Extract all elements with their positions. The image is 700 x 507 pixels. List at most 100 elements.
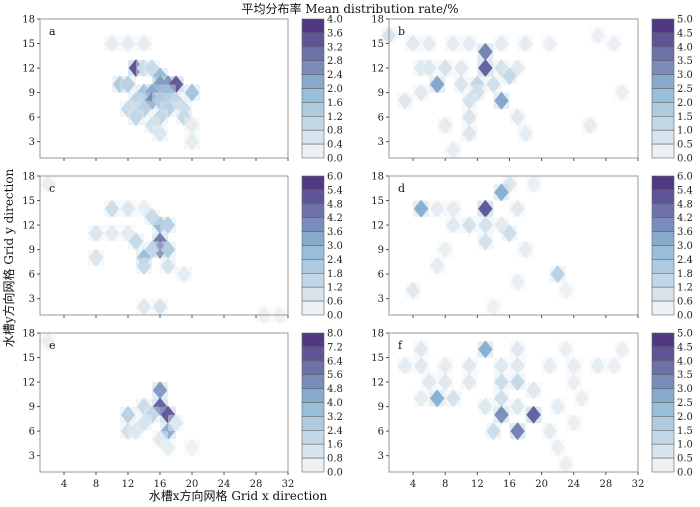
- colorbar-tick-label: 4.0: [327, 15, 343, 26]
- y-tick-label: 3: [29, 137, 35, 148]
- heat-cell: [413, 389, 429, 408]
- heat-cell: [421, 373, 437, 392]
- colorbar-tick-label: 1.8: [327, 269, 343, 280]
- colorbar-segment: [301, 32, 325, 48]
- y-tick-label: 18: [22, 15, 35, 26]
- colorbar-tick-label: 4.8: [327, 384, 343, 395]
- x-tick-label: 28: [250, 479, 263, 490]
- heat-cell: [405, 281, 421, 300]
- heat-cell: [429, 256, 445, 275]
- colorbar-segment: [651, 175, 675, 191]
- y-tick-label: 15: [371, 39, 384, 50]
- heat-cell: [176, 108, 192, 127]
- panels: a 3 6 9 12 15 18 4.0 3.6 3.2 2.8 2.4 2.0 1.6 1.2 0.8 0.4…: [22, 15, 693, 491]
- colorbar-segment: [651, 189, 675, 205]
- panel-label: e: [49, 339, 56, 352]
- heat-cell: [518, 34, 533, 53]
- colorbar-tick-label: 1.2: [327, 112, 343, 123]
- colorbar-tick-label: 0.4: [327, 140, 343, 151]
- y-axis-label: 水槽y方向网格 Grid y direction: [1, 168, 16, 347]
- heat-cell: [128, 108, 144, 127]
- heat-cell: [606, 34, 622, 53]
- colorbar-tick-label: 0.8: [327, 126, 343, 137]
- y-tick-label: 18: [371, 172, 384, 183]
- heat-cell: [462, 34, 477, 53]
- heat-cell: [614, 83, 630, 102]
- plot-area: [389, 176, 638, 315]
- colorbar-tick-label: 1.2: [677, 283, 693, 294]
- colorbar-tick-label: 2.4: [677, 255, 693, 266]
- colorbar-tick-label: 2.4: [327, 70, 343, 81]
- heat-cell: [446, 216, 461, 235]
- heat-cell: [494, 356, 509, 375]
- colorbar-segment: [651, 300, 675, 316]
- colorbar-tick-label: 0.6: [677, 297, 693, 308]
- heat-cell: [128, 91, 144, 110]
- y-tick-label: 9: [378, 245, 384, 256]
- heat-cell: [413, 59, 429, 78]
- colorbar-segment: [651, 429, 675, 445]
- colorbar-tick-label: 1.5: [677, 112, 693, 123]
- heat-cell: [446, 389, 461, 408]
- heat-cell: [128, 59, 144, 78]
- colorbar-segment: [651, 402, 675, 417]
- heat-cell: [470, 83, 485, 102]
- heat-cell: [510, 273, 525, 292]
- colorbar-tick-label: 2.0: [677, 98, 693, 109]
- colorbar-tick-label: 4.2: [327, 213, 343, 224]
- colorbar-tick-label: 7.2: [327, 342, 343, 353]
- colorbar-segment: [651, 116, 675, 131]
- heat-cell: [152, 108, 168, 127]
- colorbar-tick-label: 4.0: [677, 356, 693, 367]
- heat-cell: [494, 91, 509, 110]
- heat-cell: [413, 356, 429, 375]
- colorbar-segment: [651, 360, 675, 375]
- y-tick-label: 12: [22, 378, 35, 389]
- heat-cell: [136, 297, 152, 316]
- y-tick-label: 9: [29, 402, 35, 413]
- heat-cell: [590, 356, 606, 375]
- heat-cell: [168, 413, 184, 432]
- colorbar-tick-label: 2.5: [677, 84, 693, 95]
- y-tick-label: 15: [22, 196, 35, 207]
- heat-cell: [558, 281, 573, 300]
- colorbar-segment: [651, 231, 675, 246]
- heat-cell: [144, 240, 160, 259]
- colorbar-tick-label: 4.0: [327, 398, 343, 409]
- heat-cell: [144, 59, 160, 78]
- heat-cell: [462, 108, 477, 127]
- x-tick-label: 20: [535, 479, 548, 490]
- y-tick-label: 15: [371, 353, 384, 364]
- heat-cell: [566, 413, 581, 432]
- heat-cell: [550, 265, 565, 284]
- heat-cell: [120, 422, 136, 441]
- heat-cell: [136, 397, 152, 416]
- heat-cell: [542, 34, 557, 53]
- plot-frame: [39, 18, 289, 159]
- panel-label: d: [398, 182, 405, 195]
- heat-cell: [462, 91, 477, 110]
- colorbar-segment: [651, 443, 675, 459]
- colorbar-segment: [651, 346, 675, 362]
- colorbar-segment: [651, 374, 675, 389]
- colorbar-segment: [301, 175, 325, 191]
- colorbar-tick-label: 4.5: [677, 342, 693, 353]
- colorbar-tick-label: 3.0: [677, 241, 693, 252]
- colorbar-tick-label: 1.6: [327, 98, 343, 109]
- heat-cell: [152, 381, 168, 400]
- heat-cell: [429, 199, 445, 218]
- colorbar-tick-label: 1.2: [327, 283, 343, 294]
- heat-cell: [510, 422, 525, 441]
- heat-cell: [112, 75, 128, 94]
- heat-cell: [144, 91, 160, 110]
- colorbar-segment: [651, 245, 675, 260]
- colorbar-tick-label: 0.0: [677, 468, 693, 479]
- colorbar-tick-label: 0.6: [327, 297, 343, 308]
- colorbar-tick-label: 3.5: [677, 56, 693, 67]
- heat-cell: [40, 332, 56, 351]
- y-tick-label: 15: [22, 39, 35, 50]
- heat-cell: [446, 199, 461, 218]
- colorbar-segment: [651, 332, 675, 348]
- y-tick-label: 3: [378, 294, 384, 305]
- plot-frame: [39, 332, 289, 473]
